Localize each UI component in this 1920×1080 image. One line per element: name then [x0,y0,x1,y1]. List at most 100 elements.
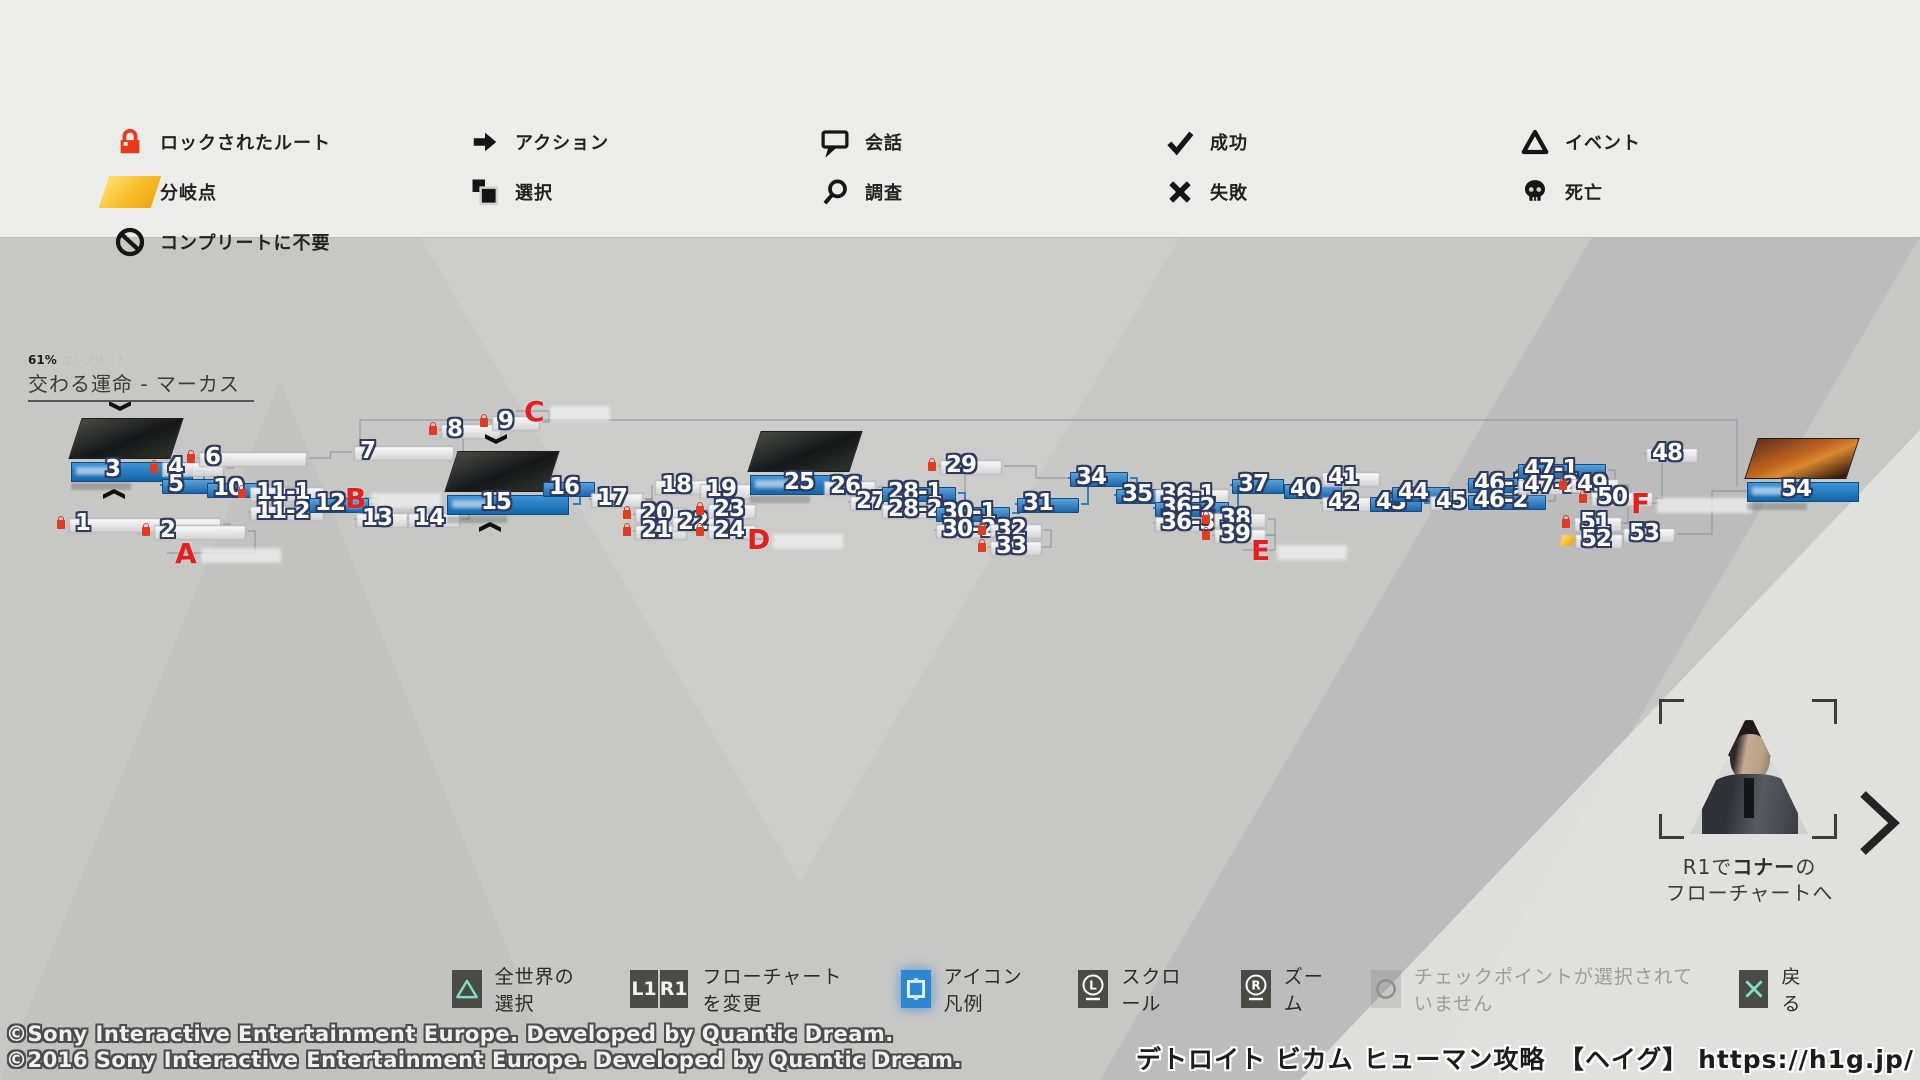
mini-lock-icon [623,523,631,536]
left-stick-icon[interactable]: L [1078,970,1109,1008]
node-number: 28-2 [888,496,943,522]
node-number: 5 [168,471,184,497]
node-number: 16 [549,474,580,500]
legend-item-label: 成功 [1210,133,1248,154]
control-flowchart-change: L1 R1 フローチャートを変更 [630,962,859,1016]
top-band [0,0,1920,237]
mini-lock-icon [623,506,631,519]
blurred-subtext [1747,503,1807,510]
connor-flowchart-hint: R1でコナーの フローチャートへ [1642,854,1857,906]
scene-thumbnail[interactable] [1744,438,1860,479]
right-stick-icon[interactable]: R [1240,970,1271,1008]
control-label: チェックポイントが選択されていません [1413,966,1694,1015]
node-number: 37 [1238,471,1269,497]
letter-label: A [175,537,197,570]
mini-lock-icon [1559,477,1567,490]
frame-corner [1659,699,1684,724]
blurred-subtext [447,516,507,523]
legend-item-investigate: 調査 [805,172,903,212]
node-number: 29 [946,452,977,478]
legend-item-label: 失敗 [1210,183,1248,204]
success-icon [1150,126,1210,158]
circle-button [1370,970,1401,1008]
control-square-button: アイコン凡例 [900,962,1037,1016]
hint-suffix: の [1795,855,1817,879]
r1-button[interactable]: R1 [659,970,688,1008]
node-number: 1 [75,510,91,536]
legend-item-choice: 選択 [455,172,553,212]
blurred-name-pill [201,548,281,563]
chapter-title: 交わる運命 - マーカス [28,368,254,402]
node-number: 52 [1581,526,1612,552]
mini-lock-icon [480,414,488,427]
legend-item-label: コンプリートに不要 [160,233,331,254]
blurred-name-pill [1277,545,1347,560]
node-number: 14 [414,505,445,531]
conversation-icon [805,127,865,157]
node-number: 25 [784,469,815,495]
blurred-name-pill [773,534,843,549]
legend-item-success: 成功 [1150,122,1248,162]
square-button[interactable] [900,970,931,1008]
legend-item-label: アクション [515,133,610,154]
mini-lock-icon [1562,515,1570,528]
node-number: 12 [315,490,346,516]
blurred-label-text [76,467,110,475]
cross-button[interactable] [1739,970,1769,1008]
triangle-button[interactable] [452,970,482,1008]
legend-item-label: 選択 [515,183,553,204]
copyright-line-2: ©2016 Sony Interactive Entertainment Eur… [6,1048,962,1072]
node-number: 33 [996,533,1027,559]
blurred-subtext [750,496,810,503]
scene-thumbnail[interactable] [747,431,863,472]
frame-corner [1812,699,1837,724]
l1-button[interactable]: L1 [630,970,658,1008]
bg-triangle [1100,237,1920,1080]
mini-lock-icon [142,523,150,536]
node-number: 31 [1023,490,1054,516]
node-number: 30-2 [942,516,997,542]
chevron-down-icon[interactable] [109,401,131,411]
next-flowchart-chevron[interactable] [1856,788,1902,858]
hint-line2: フローチャートへ [1665,881,1834,905]
node-number: 24 [714,517,745,543]
blurred-name-pill [550,406,610,421]
branch-icon [98,176,162,208]
node-number: 7 [360,438,376,464]
chevron-up-icon[interactable] [479,522,501,532]
failure-icon [1150,177,1210,207]
node-number: 47-2 [1524,472,1579,498]
legend-item-action: アクション [455,122,609,162]
hint-prefix: R1で [1682,855,1733,879]
node-number: 39 [1220,521,1251,547]
node-number: 45 [1436,488,1467,514]
letter-label: C [524,395,545,428]
frame-corner [1812,814,1837,839]
control-circle-button: チェックポイントが選択されていません [1370,962,1698,1016]
mini-lock-icon [1579,490,1587,503]
node-number: 3 [105,456,121,482]
node-number: 53 [1629,520,1660,546]
control-label: フローチャートを変更 [702,966,843,1015]
mini-lock-icon [150,460,158,473]
node-number: 44 [1398,479,1429,505]
node-number: 48 [1652,440,1683,466]
node-number: 50 [1597,484,1628,510]
scene-thumbnail[interactable] [68,418,184,459]
control-label: アイコン凡例 [943,966,1023,1015]
mini-lock-icon [696,523,704,536]
svg-text:L: L [1090,979,1098,993]
legend-item-not-required: コンプリートに不要 [100,222,330,262]
node-number: 15 [481,489,512,515]
chapter-header: 61% コンプリート 交わる運命 - マーカス [28,352,254,402]
legend-item-conversation: 会話 [805,122,903,162]
legend-item-event: イベント [1505,122,1641,162]
letter-label: E [1251,534,1271,567]
action-icon [455,127,515,157]
node-number: 40 [1290,476,1321,502]
chevron-up-icon[interactable] [103,489,125,499]
not-required-icon [100,226,160,258]
control-right-stick: R ズーム [1240,962,1329,1016]
completion-label: コンプリート [60,354,127,367]
legend-item-death: 死亡 [1505,172,1603,212]
